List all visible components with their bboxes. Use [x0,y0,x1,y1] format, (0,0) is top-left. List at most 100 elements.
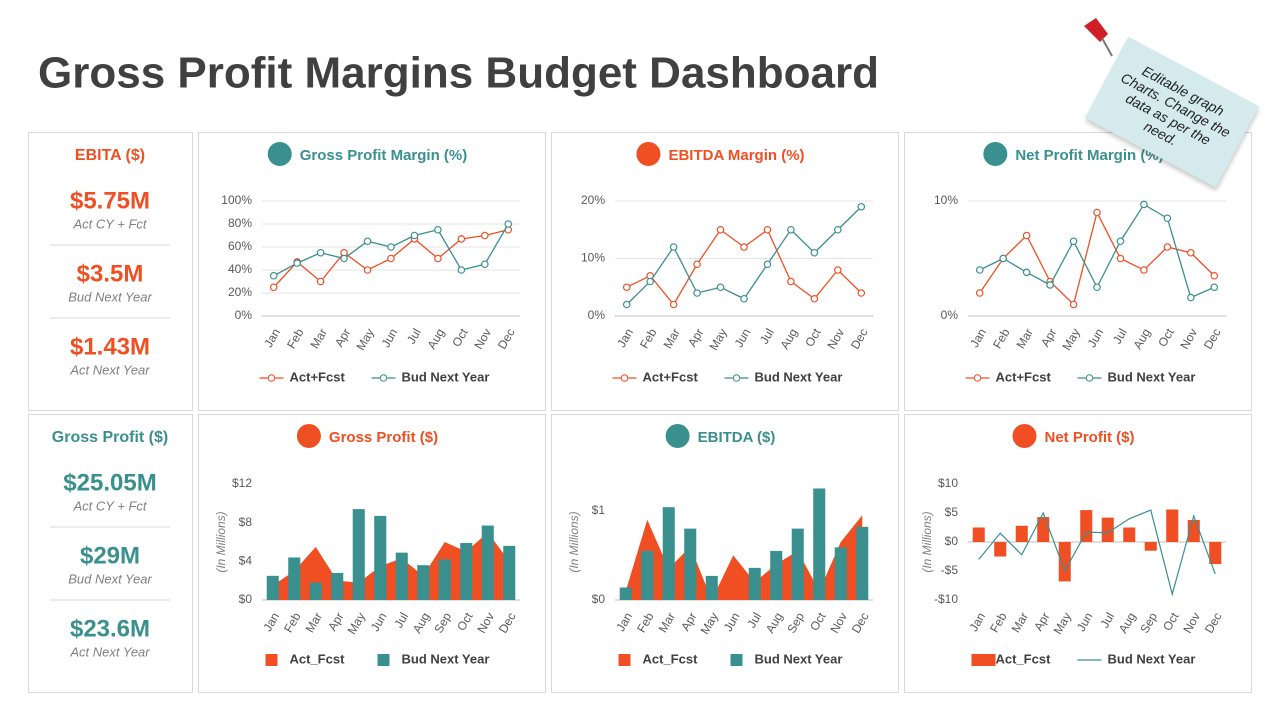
x-tick-label: Jan [261,326,283,350]
bar [395,552,408,600]
x-tick-label: Apr [678,610,699,633]
bar [619,587,632,600]
point [1116,237,1125,246]
x-tick-label: Aug [1116,610,1139,635]
x-tick-label: Mar [661,326,683,351]
x-tick-label: Oct [802,326,824,350]
y-tick-label: -$10 [934,592,958,606]
legend-label: Act+Fcst [996,369,1052,384]
x-tick-label: Dec [1201,326,1224,351]
legend-label: Act+Fcst [643,369,699,384]
x-tick-label: Jun [379,326,401,350]
kpi-label: Act Next Year [69,362,150,377]
bar [309,582,322,600]
series-area [272,532,510,600]
point [1187,248,1195,257]
x-tick-label: Apr [1038,326,1059,349]
point [716,225,725,234]
x-tick-label: Nov [1177,326,1200,351]
legend-swatch [973,374,982,382]
x-tick-label: Dec [1202,610,1225,635]
bar [641,550,654,600]
point [669,243,678,251]
x-tick-label: Nov [827,610,850,635]
x-tick-label: Oct [1155,326,1177,350]
x-tick-label: Jan [967,326,989,350]
bar [1123,527,1136,542]
point [481,231,489,240]
legend-swatch [971,654,996,666]
x-tick-label: May [698,610,721,637]
bar [1015,525,1028,542]
bar [791,528,804,600]
kpi-title: Gross Profit ($) [52,429,168,446]
x-tick-label: Nov [471,326,494,351]
y-tick-label: 80% [228,216,252,230]
x-tick-label: Jan [614,326,636,350]
x-tick-label: Jun [1085,326,1107,350]
bar [352,509,365,600]
point [1022,231,1031,240]
kpi-label: Bud Next Year [68,289,152,304]
legend-label: Act_Fcst [643,651,699,666]
point [834,225,842,234]
point [693,260,701,269]
point [1210,283,1219,292]
bar [994,542,1007,557]
kpi-value: $25.05M [63,469,156,496]
point [1163,243,1172,251]
point [787,225,795,234]
x-tick-label: Mar [656,610,678,635]
x-tick-label: Jul [391,610,411,630]
y-tick-label: $0 [239,592,253,606]
x-tick-label: Feb [634,610,657,635]
point [975,289,984,297]
bar [331,572,344,600]
bar [1101,517,1114,542]
kpi-label: Act Next Year [69,644,150,659]
y-tick-label: 0% [941,308,959,322]
bar [481,525,494,600]
y-tick-label: $0 [945,534,959,548]
x-tick-label: Sep [431,610,454,636]
x-tick-label: Jul [1097,610,1117,630]
legend-label: Bud Next Year [1108,651,1196,666]
y-axis-label: (In Millions) [567,511,581,572]
bar [856,526,869,600]
x-tick-label: Jan [966,610,988,634]
x-tick-label: Apr [685,326,706,349]
series-line [978,509,1216,597]
y-tick-label: $4 [239,554,253,568]
point [1140,200,1148,209]
point [857,289,866,297]
point [857,202,866,211]
bar [460,542,473,600]
legend-label: Bud Next Year [755,651,843,666]
bar [1209,542,1222,565]
point [669,300,678,309]
point [269,271,278,280]
point [316,277,325,286]
x-tick-label: Nov [824,326,847,351]
legend-swatch [267,374,276,382]
chart-title: Gross Profit ($) [329,429,438,446]
x-tick-label: Apr [1031,610,1052,633]
x-tick-label: Jan [613,610,635,634]
x-tick-label: Aug [777,326,800,351]
bar [374,515,387,600]
y-tick-label: 10% [934,193,958,207]
point [504,220,513,228]
bar [972,527,985,542]
x-tick-label: May [1059,326,1082,353]
y-tick-label: 0% [588,308,606,322]
kpi-value: $3.5M [77,260,144,287]
x-tick-label: Oct [1160,610,1182,634]
kpi-value: $29M [80,542,140,569]
point [763,225,772,234]
chart-title: Net Profit ($) [1045,429,1135,446]
kpi-value: $5.75M [70,187,150,214]
legend-label: Bud Next Year [402,369,490,384]
chart-icon [665,424,690,448]
y-tick-label: 60% [228,239,252,253]
